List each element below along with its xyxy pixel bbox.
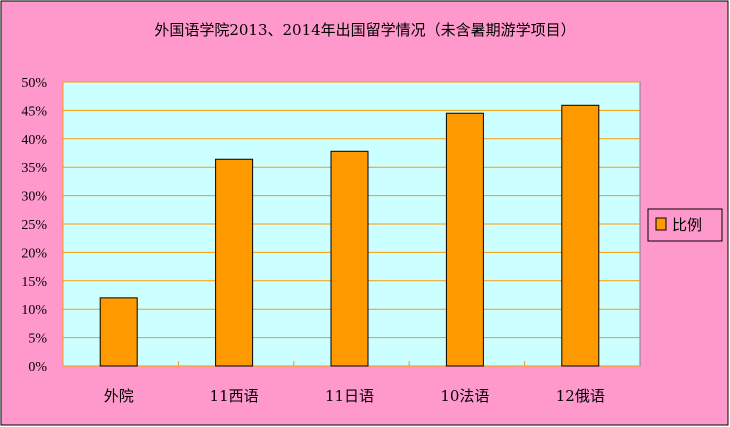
y-tick-label: 25%: [21, 218, 47, 233]
legend-swatch: [655, 217, 667, 231]
y-tick-label: 20%: [21, 246, 47, 261]
y-tick-label: 50%: [21, 76, 47, 91]
bar: [561, 104, 600, 367]
chart-title: 外国语学院2013、2014年出国留学情况（未含暑期游学项目）: [154, 21, 575, 39]
x-tick-label: 11日语: [325, 387, 374, 405]
y-tick-label: 0%: [28, 360, 47, 375]
legend-label: 比例: [672, 216, 702, 234]
x-tick-label: 12俄语: [556, 387, 605, 405]
bar: [330, 150, 369, 367]
bar: [215, 158, 254, 367]
y-tick-label: 10%: [21, 303, 47, 318]
y-tick-label: 45%: [21, 104, 47, 119]
bar: [99, 297, 138, 367]
y-tick-label: 35%: [21, 161, 47, 176]
x-tick-label: 11西语: [210, 387, 259, 405]
bar: [445, 112, 484, 367]
y-tick-label: 5%: [28, 332, 47, 347]
y-tick-label: 30%: [21, 190, 47, 205]
y-tick-label: 15%: [21, 275, 47, 290]
x-tick-label: 外院: [104, 387, 134, 405]
x-tick-label: 10法语: [440, 387, 489, 405]
y-tick-label: 40%: [21, 133, 47, 148]
